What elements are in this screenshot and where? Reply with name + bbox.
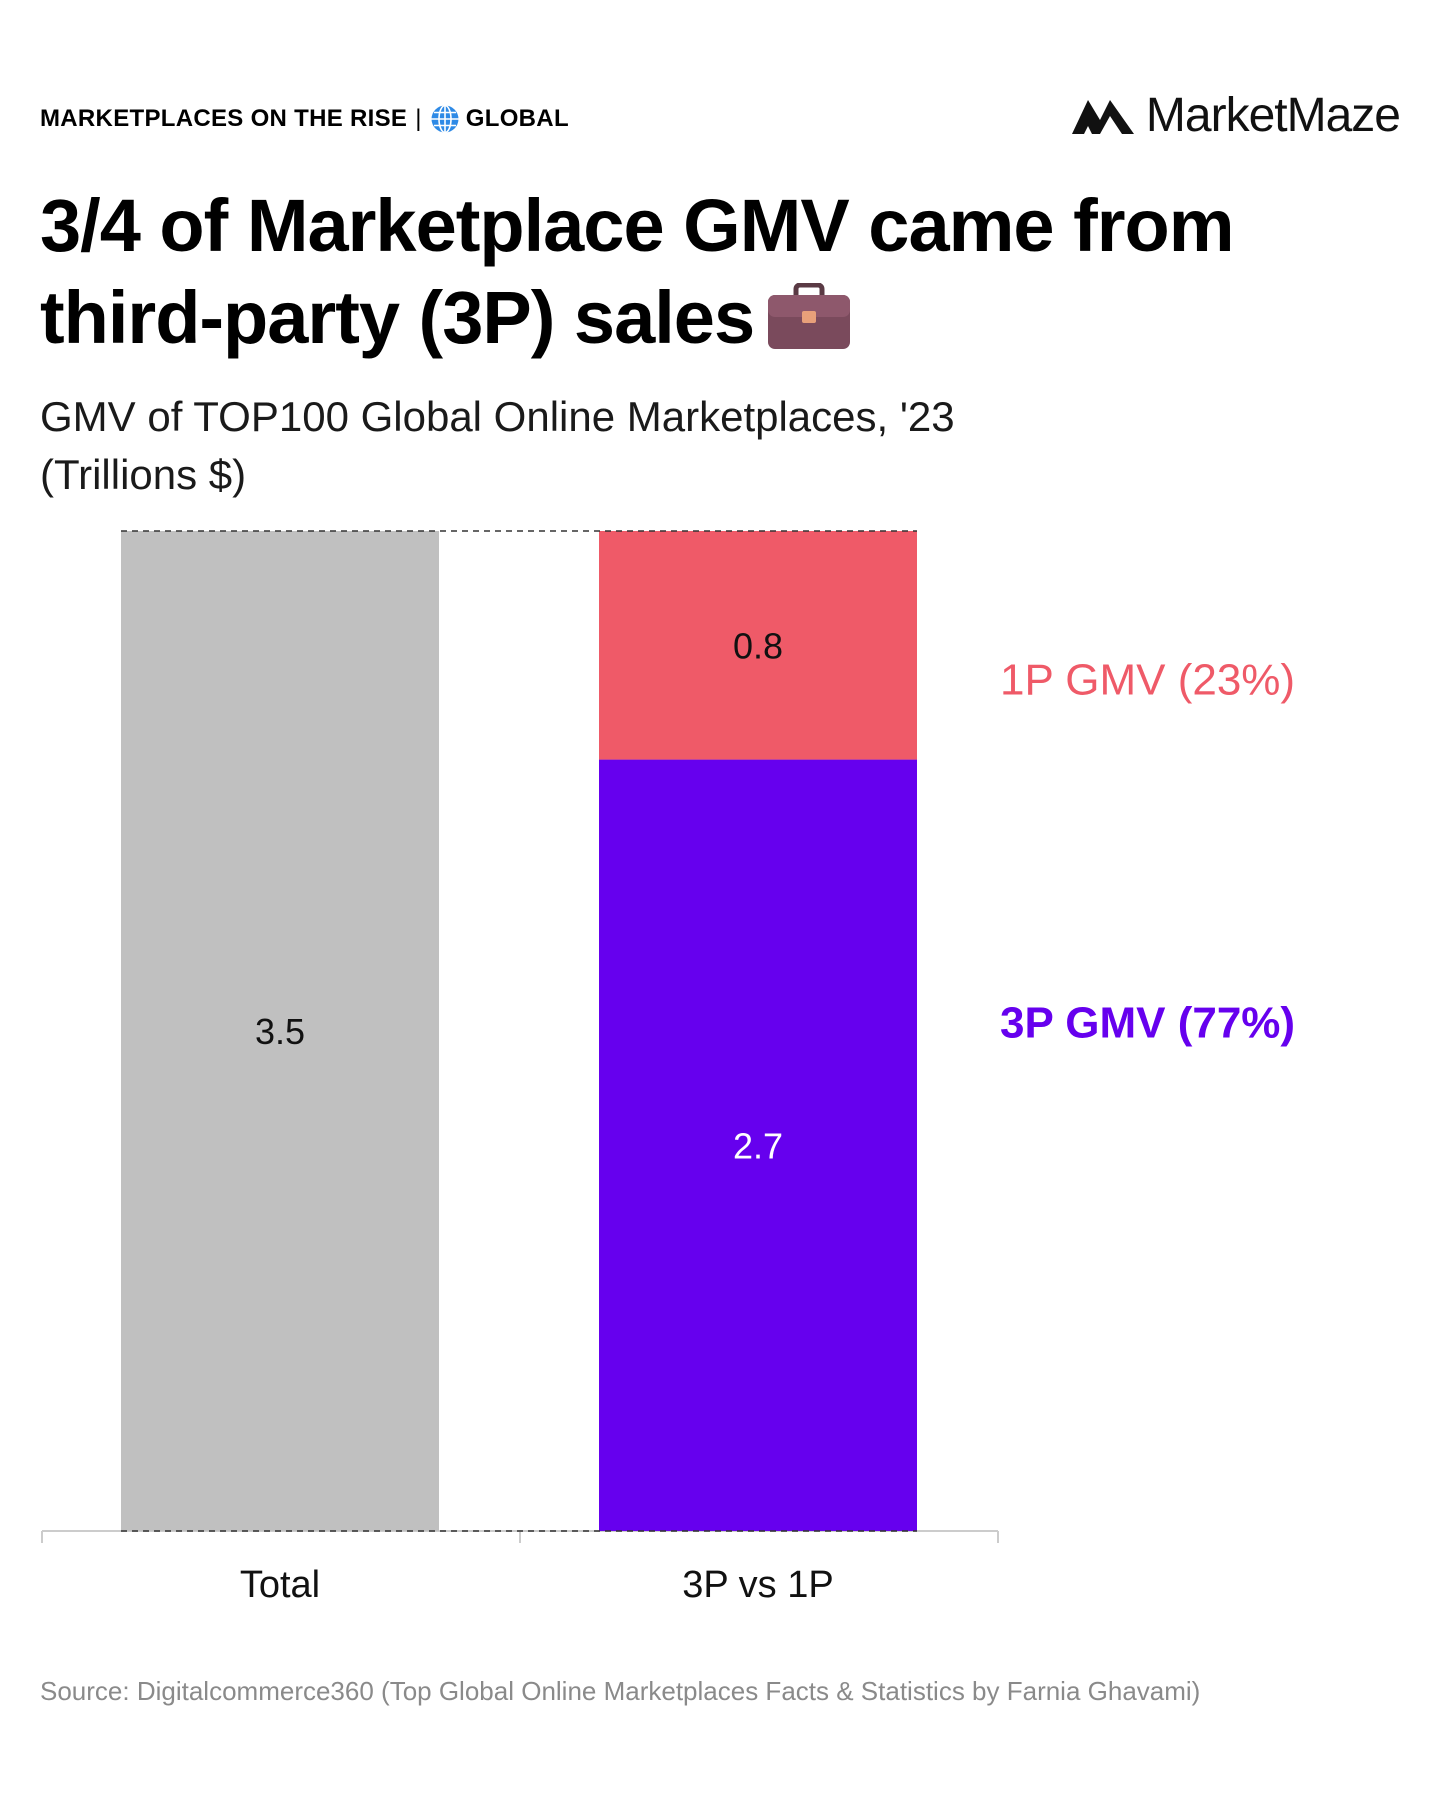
labels-group: 3.5 2.7 0.8 Total 3P vs 1P 1P GMV (23%) 3P GMV… (121, 530, 1295, 1606)
chart-units: (Trillions $) (40, 451, 247, 498)
kicker-topic: MARKETPLACES ON THE RISE (40, 105, 408, 132)
brand-name: MarketMaze (1145, 89, 1401, 142)
kicker-separator: | (415, 105, 422, 132)
chart-title: GMV of TOP100 Global Online Marketplaces… (40, 393, 955, 440)
chart-subtitle: GMV of TOP100 Global Online Marketplaces… (40, 388, 1240, 504)
bar-total (121, 531, 439, 1531)
headline-line-2: third-party (3P) sales (40, 276, 755, 359)
source-note: Source: Digitalcommerce360 (Top Global O… (40, 1676, 1201, 1706)
bars-group (121, 531, 917, 1531)
headline-line-1: 3/4 of Marketplace GMV came from (40, 184, 1235, 267)
data-label: 2.7 (733, 1125, 783, 1166)
x-tick-label: Total (240, 1564, 320, 1606)
headline: 3/4 of Marketplace GMV came from third-p… (40, 180, 1400, 364)
kicker: MARKETPLACES ON THE RISE | GLOBAL (40, 104, 569, 134)
legend-annotation: 3P GMV (77%) (1000, 998, 1295, 1047)
x-tick-label: 3P vs 1P (682, 1564, 833, 1606)
briefcase-icon (768, 283, 851, 349)
kicker-region: GLOBAL (465, 105, 569, 132)
legend-annotation: 1P GMV (23%) (1000, 655, 1295, 704)
brand-logo: MarketMaze (1070, 88, 1401, 143)
data-label: 3.5 (255, 1011, 305, 1052)
data-label: 0.8 (733, 625, 783, 666)
bar-1p-gmv-23 (599, 531, 917, 760)
bar-3p-gmv-77 (599, 759, 917, 1531)
marketmaze-logo-icon (1071, 99, 1134, 134)
globe-icon (431, 104, 459, 134)
